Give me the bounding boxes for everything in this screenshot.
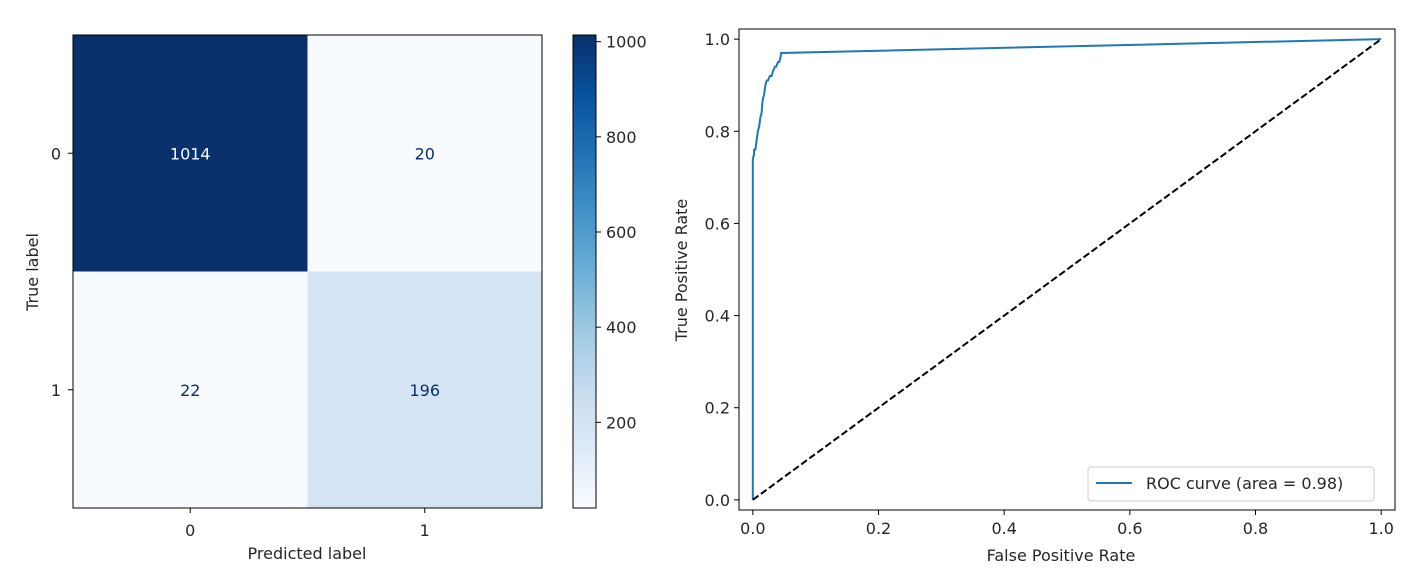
matrix-cell-value-0-0: 1014 [170,144,211,163]
legend-roc-label: ROC curve (area = 0.98) [1146,474,1343,493]
colorbar: 200 400 600 800 1000 [572,33,647,509]
roc-xtick-label-5: 1.0 [1368,519,1393,538]
colorbar-tick-label-1: 400 [606,318,637,337]
confusion-matrix: 1014 20 22 196 0 1 0 1 Predicted label True la… [23,34,543,563]
colorbar-tick-label-3: 800 [606,128,637,147]
roc-xtick-label-3: 0.6 [1117,519,1142,538]
legend-box [1087,466,1375,502]
confusion-matrix-xlabel: Predicted label [248,544,367,563]
roc-ytick-label-1: 0.2 [705,399,730,418]
confusion-matrix-ylabel: True label [23,233,42,312]
matrix-cell-1-0 [73,271,308,508]
cm-xtick-label-1: 1 [420,521,430,540]
colorbar-tick-label-2: 600 [606,223,637,242]
colorbar-gradient [572,34,597,509]
roc-curve-line [751,38,1382,500]
roc-xlabel: False Positive Rate [987,546,1136,565]
roc-plot: 0.0 0.2 0.4 0.6 0.8 1.0 0.0 0.2 0.4 0.6 0.8 1.0 Fa… [672,28,1396,565]
colorbar-tick-label-0: 200 [606,413,637,432]
roc-xtick-label-4: 0.8 [1243,519,1268,538]
roc-ylabel: True Positive Rate [672,199,691,343]
confusion-matrix-frame [72,34,543,509]
matrix-cell-value-1-1: 196 [409,381,440,400]
matrix-cell-0-0 [73,35,308,272]
matrix-cell-value-1-0: 22 [180,381,200,400]
roc-ytick-label-3: 0.6 [705,214,730,233]
chance-diagonal-line [752,38,1382,501]
roc-axes-frame [738,28,1396,511]
roc-legend: ROC curve (area = 0.98) [1087,466,1375,502]
matrix-cell-value-0-1: 20 [415,144,435,163]
cm-ytick-label-1: 1 [51,381,61,400]
cm-ytick-label-0: 0 [51,144,61,163]
roc-xtick-label-2: 0.4 [991,519,1016,538]
matrix-cell-0-1 [307,35,542,272]
colorbar-tick-label-4: 1000 [606,33,647,52]
roc-xtick-label-1: 0.2 [866,519,891,538]
cm-xtick-label-0: 0 [185,521,195,540]
roc-ytick-label-5: 1.0 [705,30,730,49]
matrix-cell-1-1 [307,271,542,508]
roc-ytick-label-0: 0.0 [705,491,730,510]
roc-xtick-label-0: 0.0 [740,519,765,538]
roc-ytick-label-2: 0.4 [705,307,730,326]
roc-ytick-label-4: 0.8 [705,122,730,141]
